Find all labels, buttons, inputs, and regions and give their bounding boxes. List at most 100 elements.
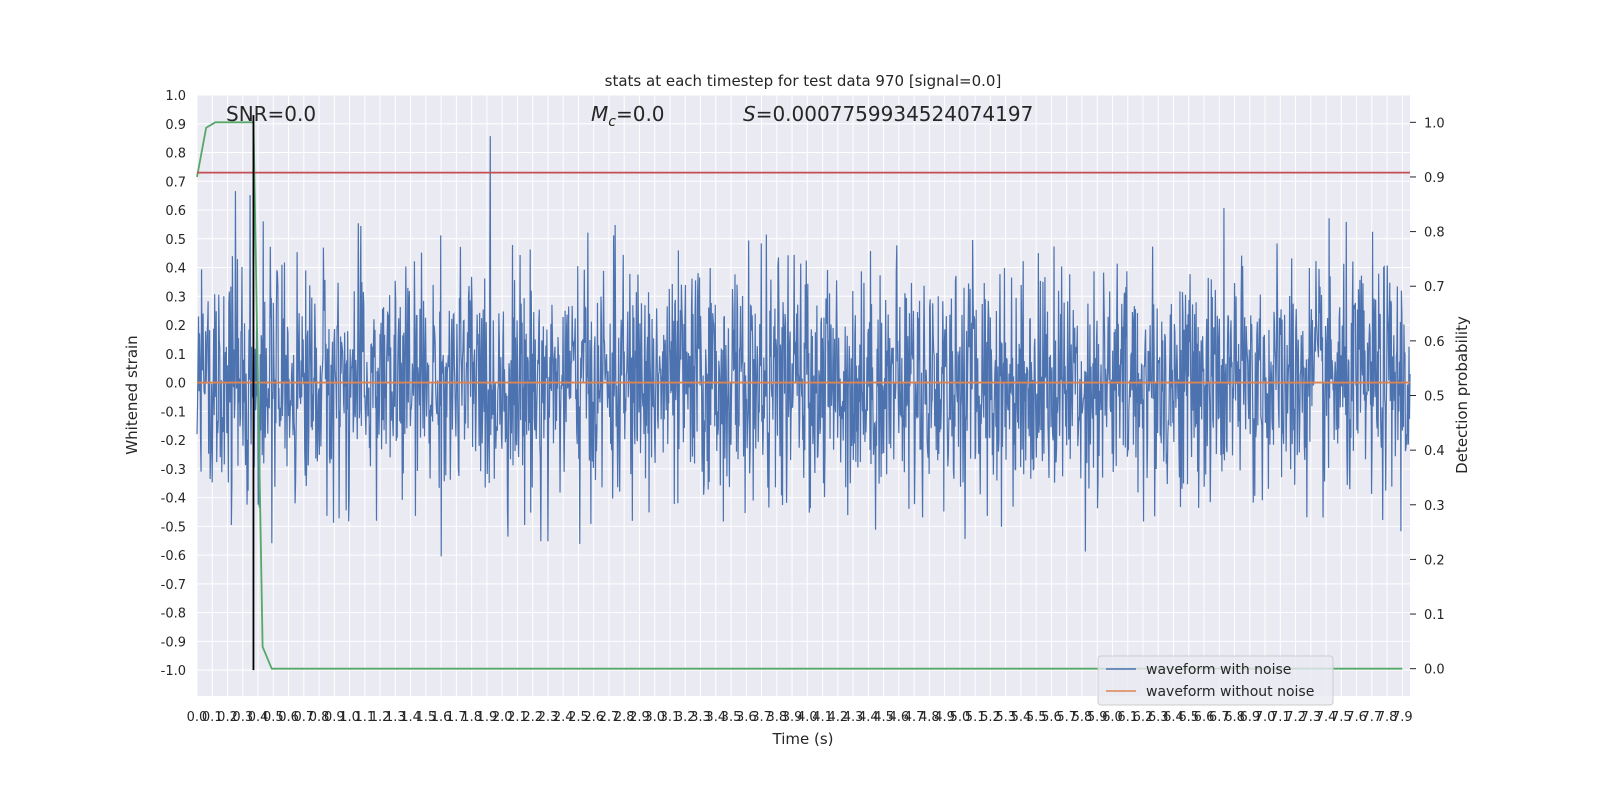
x-tick-label: 3.2 (675, 710, 696, 725)
x-tick-label: 4.0 (797, 710, 818, 725)
left-y-tick-label: -1.0 (161, 664, 186, 679)
left-y-tick-label: 0.3 (165, 290, 186, 305)
x-tick-label: 3.1 (660, 710, 681, 725)
right-y-tick-label: 0.1 (1424, 608, 1445, 623)
x-tick-label: 2.1 (507, 710, 528, 725)
x-tick-label: 7.8 (1377, 710, 1398, 725)
x-tick-label: 5.7 (1056, 710, 1077, 725)
x-tick-label: 6.5 (1178, 710, 1199, 725)
x-tick-label: 7.4 (1316, 710, 1337, 725)
x-tick-label: 6.1 (1117, 710, 1138, 725)
legend-label-noise: waveform with noise (1146, 662, 1291, 678)
x-tick-label: 3.9 (782, 710, 803, 725)
x-tick-label: 4.8 (919, 710, 940, 725)
x-tick-label: 3.8 (766, 710, 787, 725)
x-tick-label: 4.9 (934, 710, 955, 725)
x-tick-label: 5.6 (1041, 710, 1062, 725)
series-waveform-with-noise (196, 136, 1411, 557)
x-tick-label: 5.1 (965, 710, 986, 725)
x-tick-label: 5.4 (1011, 710, 1032, 725)
left-y-tick-label: 0.0 (165, 377, 186, 392)
x-tick-label: 0.5 (263, 710, 284, 725)
right-y-tick-label: 0.3 (1424, 499, 1445, 514)
legend-box (1097, 655, 1334, 706)
x-tick-label: 1.0 (339, 710, 360, 725)
left-y-tick-label: 0.8 (165, 147, 186, 162)
x-tick-label: 1.5 (416, 710, 437, 725)
left-y-tick-label: 0.2 (165, 319, 186, 334)
x-tick-label: 3.7 (751, 710, 772, 725)
x-tick-label: 1.4 (400, 710, 421, 725)
x-tick-label: 4.1 (812, 710, 833, 725)
x-tick-label: 0.0 (187, 710, 208, 725)
x-tick-label: 7.5 (1331, 710, 1352, 725)
right-y-tick-label: 0.8 (1424, 226, 1445, 241)
x-tick-label: 7.7 (1362, 710, 1383, 725)
x-tick-label: 7.6 (1346, 710, 1367, 725)
left-y-tick-label: 0.5 (165, 233, 186, 248)
s-annotation: S=0.0007759934524074197 (743, 102, 1033, 126)
x-tick-label: 7.1 (1270, 710, 1291, 725)
left-y-tick-label: -0.8 (161, 607, 186, 622)
x-tick-label: 6.2 (1133, 710, 1154, 725)
x-tick-label: 4.2 (827, 710, 848, 725)
x-tick-label: 3.4 (705, 710, 726, 725)
x-tick-label: 1.7 (446, 710, 467, 725)
x-axis-label: Time (s) (772, 730, 834, 748)
x-tick-label: 6.7 (1209, 710, 1230, 725)
x-tick-label: 2.2 (522, 710, 543, 725)
right-y-tick-label: 0.6 (1424, 335, 1445, 350)
x-tick-label: 5.9 (1087, 710, 1108, 725)
x-tick-label: 6.6 (1194, 710, 1215, 725)
x-tick-label: 5.0 (950, 710, 971, 725)
right-y-axis-ticks: 1.0 0.9 0.8 0.7 0.6 0.5 0.4 0.3 0.2 0.1 0.0 (1410, 116, 1445, 678)
x-tick-label: 0.3 (232, 710, 253, 725)
x-tick-label: 4.7 (904, 710, 925, 725)
x-tick-label: 1.1 (354, 710, 375, 725)
right-y-tick-label: 0.5 (1424, 390, 1445, 405)
left-y-tick-label: -0.2 (161, 434, 186, 449)
x-tick-label: 1.8 (461, 710, 482, 725)
x-tick-label: 5.3 (995, 710, 1016, 725)
x-tick-label: 7.9 (1392, 710, 1413, 725)
x-tick-label: 5.5 (1026, 710, 1047, 725)
chirp-mass-annotation: Mc=0.0 (591, 102, 665, 130)
x-tick-label: 3.0 (644, 710, 665, 725)
left-y-tick-label: 0.9 (165, 118, 186, 133)
x-tick-label: 6.9 (1239, 710, 1260, 725)
x-tick-label: 3.6 (736, 710, 757, 725)
x-tick-label: 4.5 (873, 710, 894, 725)
x-tick-label: 4.4 (858, 710, 879, 725)
x-tick-label: 0.9 (324, 710, 345, 725)
x-tick-label: 3.5 (721, 710, 742, 725)
x-tick-label: 1.2 (370, 710, 391, 725)
left-y-tick-label: -0.4 (161, 492, 186, 507)
right-y-tick-label: 0.9 (1424, 171, 1445, 186)
x-tick-label: 0.2 (217, 710, 238, 725)
x-tick-label: 0.8 (309, 710, 330, 725)
left-y-tick-label: -0.3 (161, 463, 186, 478)
left-y-tick-label: -0.1 (161, 405, 186, 420)
s-value: =0.0007759934524074197 (756, 102, 1034, 126)
x-tick-label: 3.3 (690, 710, 711, 725)
x-tick-label: 7.0 (1255, 710, 1276, 725)
x-tick-label: 5.8 (1072, 710, 1093, 725)
x-tick-label: 6.4 (1163, 710, 1184, 725)
x-tick-label: 2.6 (583, 710, 604, 725)
x-tick-label: 2.9 (629, 710, 650, 725)
left-y-tick-label: 0.4 (165, 262, 186, 277)
x-tick-label: 6.0 (1102, 710, 1123, 725)
snr-annotation: SNR=0.0 (226, 102, 316, 126)
x-tick-label: 0.1 (202, 710, 223, 725)
left-y-axis-label: Whitened strain (123, 335, 141, 454)
x-tick-label: 1.3 (385, 710, 406, 725)
x-tick-label: 0.4 (248, 710, 269, 725)
x-tick-label: 2.5 (568, 710, 589, 725)
left-y-tick-label: -0.7 (161, 578, 186, 593)
right-y-tick-label: 0.0 (1424, 663, 1445, 678)
x-tick-label: 4.6 (889, 710, 910, 725)
legend: waveform with noise waveform without noi… (1097, 655, 1334, 706)
x-tick-label: 2.7 (599, 710, 620, 725)
left-y-tick-label: -0.6 (161, 549, 186, 564)
left-y-tick-label: 0.7 (165, 175, 186, 190)
